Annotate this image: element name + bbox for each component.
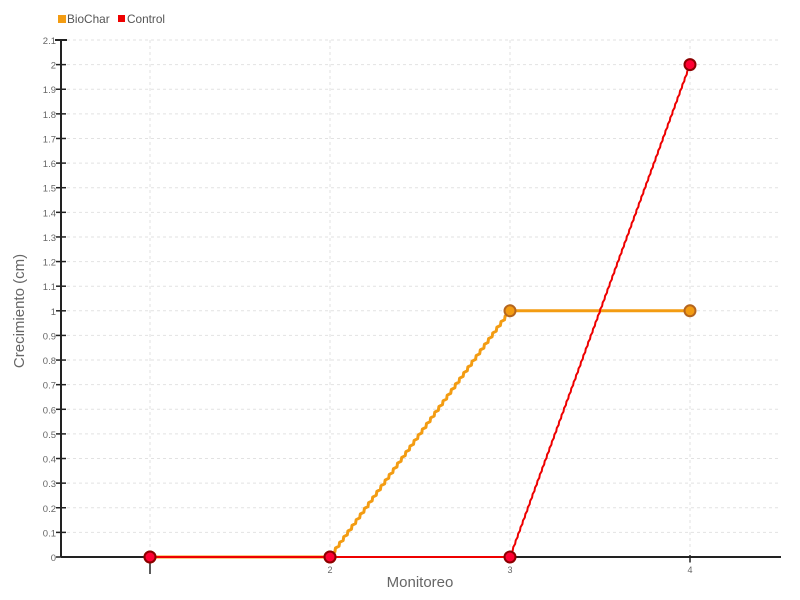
- svg-text:0.6: 0.6: [43, 405, 56, 416]
- svg-text:1.3: 1.3: [43, 233, 56, 244]
- svg-text:0.2: 0.2: [43, 504, 56, 515]
- svg-text:0.3: 0.3: [43, 479, 56, 490]
- svg-text:0.4: 0.4: [43, 455, 56, 466]
- svg-text:2: 2: [51, 61, 56, 72]
- svg-text:1.6: 1.6: [43, 159, 56, 170]
- svg-text:1.1: 1.1: [43, 282, 56, 293]
- svg-text:1: 1: [51, 307, 56, 318]
- svg-text:1.4: 1.4: [43, 208, 56, 219]
- svg-text:0: 0: [51, 553, 56, 564]
- svg-text:0.8: 0.8: [43, 356, 56, 367]
- svg-text:BioChar: BioChar: [67, 12, 110, 26]
- svg-text:0.5: 0.5: [43, 430, 56, 441]
- svg-text:0.7: 0.7: [43, 381, 56, 392]
- svg-text:1.2: 1.2: [43, 258, 56, 269]
- svg-text:2.1: 2.1: [43, 36, 56, 47]
- svg-text:Monitoreo: Monitoreo: [387, 574, 454, 591]
- svg-text:3: 3: [507, 565, 512, 575]
- svg-text:1.8: 1.8: [43, 110, 56, 121]
- svg-text:0.1: 0.1: [43, 528, 56, 539]
- svg-text:0.9: 0.9: [43, 331, 56, 342]
- svg-text:1.9: 1.9: [43, 85, 56, 96]
- svg-text:4: 4: [687, 565, 692, 575]
- svg-text:2: 2: [327, 565, 332, 575]
- svg-text:Crecimiento (cm): Crecimiento (cm): [11, 254, 28, 368]
- svg-text:1.7: 1.7: [43, 134, 56, 145]
- svg-text:Control: Control: [127, 12, 165, 26]
- svg-text:1.5: 1.5: [43, 184, 56, 195]
